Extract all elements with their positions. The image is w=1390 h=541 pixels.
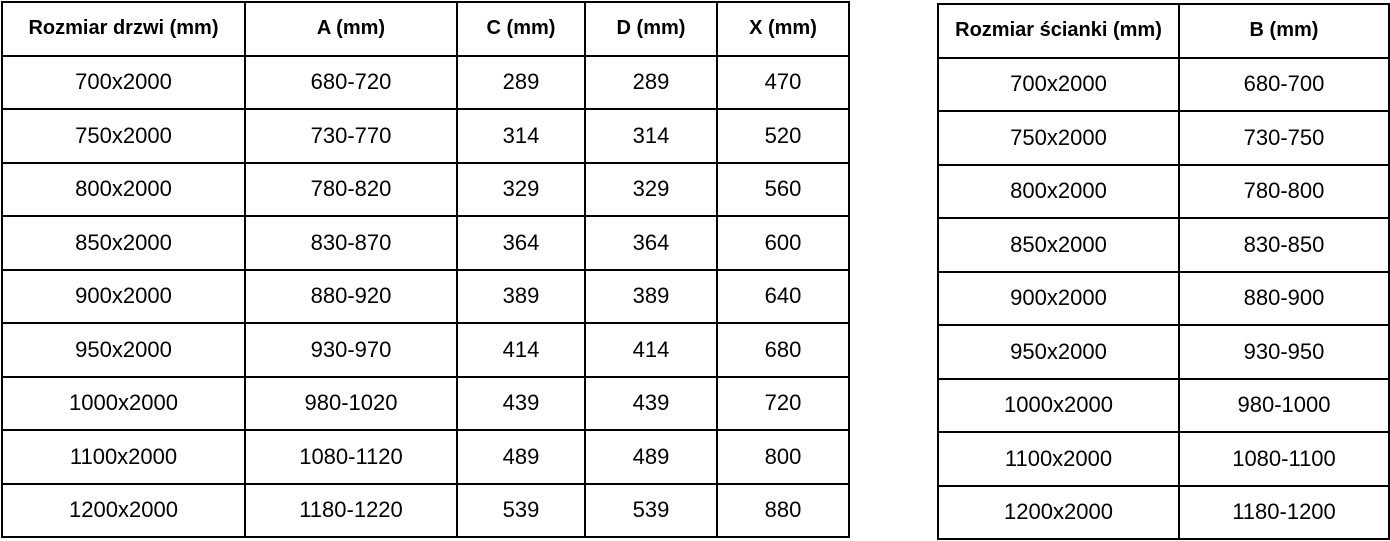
table-cell: 730-750 (1178, 110, 1390, 166)
table-cell: 314 (584, 108, 718, 164)
table-cell: 900x2000 (937, 270, 1180, 326)
table-row: 950x2000 930-950 (937, 324, 1390, 380)
table-cell: 389 (584, 268, 718, 324)
table-row: 850x2000 830-870 364 364 600 (1, 215, 850, 271)
table-cell: 329 (456, 161, 586, 217)
table-cell: 1000x2000 (937, 377, 1180, 433)
column-header: C (mm) (456, 1, 586, 57)
header-row: Rozmiar ścianki (mm) B (mm) (937, 3, 1390, 59)
table-cell: 850x2000 (937, 217, 1180, 273)
table-cell: 364 (456, 215, 586, 271)
table-cell: 700x2000 (937, 56, 1180, 112)
table-cell: 489 (456, 429, 586, 485)
column-header: A (mm) (244, 1, 458, 57)
table-row: 1000x2000 980-1000 (937, 377, 1390, 433)
table-cell: 1180-1220 (244, 482, 458, 538)
table-cell: 640 (716, 268, 850, 324)
table-cell: 950x2000 (1, 322, 246, 378)
table-cell: 489 (584, 429, 718, 485)
table-cell: 439 (456, 375, 586, 431)
wall-panel-sizes-table: Rozmiar ścianki (mm) B (mm) 700x2000 680-70… (937, 3, 1390, 540)
table-cell: 830-850 (1178, 217, 1390, 273)
table-row: 800x2000 780-800 (937, 163, 1390, 219)
table-cell: 1000x2000 (1, 375, 246, 431)
table-cell: 364 (584, 215, 718, 271)
table-cell: 439 (584, 375, 718, 431)
table-cell: 1080-1100 (1178, 431, 1390, 487)
table-cell: 730-770 (244, 108, 458, 164)
table-cell: 780-820 (244, 161, 458, 217)
table-cell: 980-1000 (1178, 377, 1390, 433)
table-cell: 930-950 (1178, 324, 1390, 380)
table-row: 900x2000 880-900 (937, 270, 1390, 326)
table-cell: 950x2000 (937, 324, 1180, 380)
door-sizes-table: Rozmiar drzwi (mm) A (mm) C (mm) D (mm) X (m… (1, 1, 850, 538)
table-cell: 980-1020 (244, 375, 458, 431)
table-cell: 680-700 (1178, 56, 1390, 112)
table-row: 700x2000 680-700 (937, 56, 1390, 112)
table-cell: 1200x2000 (937, 484, 1180, 540)
table-cell: 414 (456, 322, 586, 378)
table-row: 1100x2000 1080-1100 (937, 431, 1390, 487)
table-cell: 1100x2000 (1, 429, 246, 485)
table-cell: 900x2000 (1, 268, 246, 324)
table-row: 700x2000 680-720 289 289 470 (1, 54, 850, 110)
table-cell: 539 (456, 482, 586, 538)
table-cell: 700x2000 (1, 54, 246, 110)
table-row: 1200x2000 1180-1220 539 539 880 (1, 482, 850, 538)
table-row: 800x2000 780-820 329 329 560 (1, 161, 850, 217)
table-cell: 800 (716, 429, 850, 485)
table-cell: 289 (584, 54, 718, 110)
table-cell: 520 (716, 108, 850, 164)
table-row: 850x2000 830-850 (937, 217, 1390, 273)
header-row: Rozmiar drzwi (mm) A (mm) C (mm) D (mm) X (m… (1, 1, 850, 57)
table-row: 1100x2000 1080-1120 489 489 800 (1, 429, 850, 485)
table-cell: 314 (456, 108, 586, 164)
table-cell: 1100x2000 (937, 431, 1180, 487)
table-cell: 1080-1120 (244, 429, 458, 485)
table-cell: 830-870 (244, 215, 458, 271)
column-header: Rozmiar ścianki (mm) (937, 3, 1180, 59)
table-row: 1200x2000 1180-1200 (937, 484, 1390, 540)
table-cell: 880 (716, 482, 850, 538)
table-cell: 389 (456, 268, 586, 324)
table-cell: 720 (716, 375, 850, 431)
table-row: 900x2000 880-920 389 389 640 (1, 268, 850, 324)
table-cell: 930-970 (244, 322, 458, 378)
table-cell: 680-720 (244, 54, 458, 110)
table-row: 1000x2000 980-1020 439 439 720 (1, 375, 850, 431)
table-cell: 539 (584, 482, 718, 538)
table-cell: 289 (456, 54, 586, 110)
column-header: X (mm) (716, 1, 850, 57)
table-row: 750x2000 730-770 314 314 520 (1, 108, 850, 164)
table-cell: 329 (584, 161, 718, 217)
table-cell: 414 (584, 322, 718, 378)
table-cell: 1200x2000 (1, 482, 246, 538)
column-header: B (mm) (1178, 3, 1390, 59)
table-cell: 800x2000 (1, 161, 246, 217)
table-cell: 880-920 (244, 268, 458, 324)
table-row: 750x2000 730-750 (937, 110, 1390, 166)
table-cell: 880-900 (1178, 270, 1390, 326)
column-header: Rozmiar drzwi (mm) (1, 1, 246, 57)
table-cell: 470 (716, 54, 850, 110)
table-cell: 780-800 (1178, 163, 1390, 219)
table-cell: 750x2000 (937, 110, 1180, 166)
column-header: D (mm) (584, 1, 718, 57)
table-cell: 1180-1200 (1178, 484, 1390, 540)
table-row: 950x2000 930-970 414 414 680 (1, 322, 850, 378)
table-cell: 850x2000 (1, 215, 246, 271)
table-cell: 600 (716, 215, 850, 271)
table-cell: 750x2000 (1, 108, 246, 164)
table-cell: 800x2000 (937, 163, 1180, 219)
table-cell: 680 (716, 322, 850, 378)
table-cell: 560 (716, 161, 850, 217)
